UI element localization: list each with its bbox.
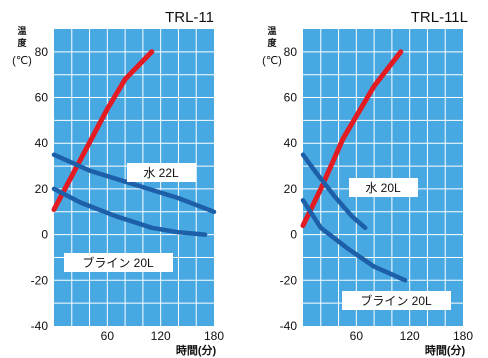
y-tick-label: 80 bbox=[35, 45, 49, 59]
annotation-water-22l: 水 22L bbox=[127, 163, 196, 182]
annotation-water-20l: 水 20L bbox=[349, 178, 418, 197]
x-axis-label: 時間(分) bbox=[176, 343, 217, 357]
svg-text:水 22L: 水 22L bbox=[143, 166, 179, 180]
y-tick-label: -40 bbox=[31, 319, 49, 333]
series-line-heating bbox=[51, 49, 155, 212]
svg-text:ブライン 20L: ブライン 20L bbox=[360, 293, 432, 308]
y-tick-label: 80 bbox=[284, 45, 298, 59]
svg-text:水 20L: 水 20L bbox=[365, 181, 401, 195]
y-axis-label-line2: 度 bbox=[267, 37, 277, 48]
svg-text:ブライン 20L: ブライン 20L bbox=[82, 255, 154, 270]
y-tick-label: 0 bbox=[41, 228, 48, 242]
annotation-brine-20l: ブライン 20L bbox=[64, 253, 173, 272]
x-tick-label: 180 bbox=[204, 329, 224, 343]
series-line-heating bbox=[300, 49, 404, 228]
y-tick-label: -40 bbox=[280, 319, 298, 333]
y-axis-label-line2: 度 bbox=[17, 37, 27, 48]
y-tick-label: -20 bbox=[280, 273, 298, 287]
y-axis-label-line1: 温 bbox=[17, 25, 26, 36]
chart-title: TRL-11L bbox=[411, 9, 468, 26]
y-axis-label-unit: (℃) bbox=[12, 55, 32, 67]
y-axis-label-unit: (℃) bbox=[262, 55, 282, 67]
x-tick-label: 60 bbox=[101, 329, 115, 343]
y-tick-label: 0 bbox=[290, 228, 297, 242]
x-tick-label: 180 bbox=[453, 329, 473, 343]
y-axis-label-line1: 温 bbox=[267, 25, 276, 36]
series-lines bbox=[300, 49, 408, 283]
chart-title: TRL-11 bbox=[165, 9, 214, 26]
x-tick-labels: 60 120 180 bbox=[350, 329, 474, 343]
y-tick-labels: 80 60 40 20 0 -20 -40 bbox=[280, 45, 298, 333]
series-line-water bbox=[51, 152, 217, 215]
y-tick-labels: 80 60 40 20 0 -20 -40 bbox=[31, 45, 49, 333]
series-line-water bbox=[300, 152, 368, 231]
y-tick-label: 20 bbox=[284, 182, 298, 196]
x-tick-labels: 60 120 180 bbox=[101, 329, 225, 343]
annotation-brine-20l: ブライン 20L bbox=[342, 291, 451, 310]
series-lines bbox=[51, 49, 217, 237]
y-tick-label: 40 bbox=[35, 136, 49, 150]
y-tick-label: 60 bbox=[284, 91, 298, 105]
y-tick-label: -20 bbox=[31, 273, 49, 287]
chart-panel-trl-11l: TRL-11L 温 度 (℃) 80 60 40 20 0 -20 -40 60 120 180… bbox=[262, 9, 473, 357]
series-line-brine bbox=[300, 198, 408, 283]
x-tick-label: 120 bbox=[400, 329, 420, 343]
series-line-brine bbox=[51, 186, 208, 237]
x-axis-label: 時間(分) bbox=[425, 343, 466, 357]
x-tick-label: 60 bbox=[350, 329, 364, 343]
y-tick-label: 60 bbox=[35, 91, 49, 105]
y-tick-label: 40 bbox=[284, 136, 298, 150]
y-tick-label: 20 bbox=[35, 182, 49, 196]
x-tick-label: 120 bbox=[151, 329, 171, 343]
